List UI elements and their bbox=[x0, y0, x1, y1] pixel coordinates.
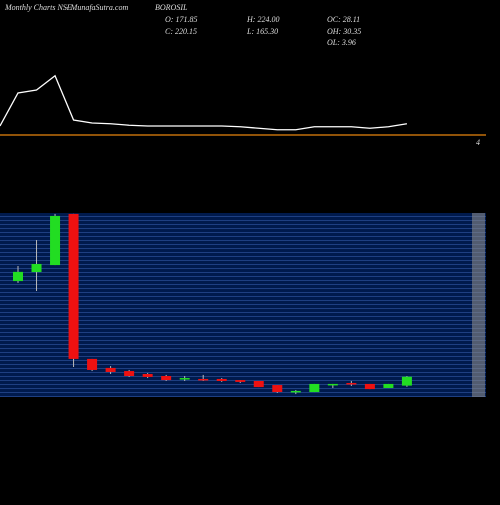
candle-body bbox=[198, 378, 209, 381]
site-label: Monthly Charts NSE bbox=[4, 3, 72, 12]
candle-body bbox=[13, 271, 23, 282]
stat: O: 171.85 bbox=[165, 15, 197, 24]
stat: L: 165.30 bbox=[246, 27, 278, 36]
candle-body bbox=[364, 383, 375, 390]
candle-body bbox=[179, 378, 190, 380]
stat: H: 224.00 bbox=[246, 15, 279, 24]
candle-body bbox=[142, 374, 153, 377]
candle-body bbox=[50, 215, 61, 266]
candle-body bbox=[105, 367, 116, 372]
stat: OH: 30.35 bbox=[327, 27, 361, 36]
candle-body bbox=[216, 378, 227, 381]
candle-body bbox=[309, 383, 320, 393]
candle-body bbox=[235, 380, 246, 382]
stat: OC: 28.11 bbox=[327, 15, 360, 24]
brand-label: - MunafaSutra.com bbox=[66, 3, 128, 12]
candle-body bbox=[124, 371, 135, 377]
candle-body bbox=[327, 383, 338, 386]
candle-body bbox=[31, 263, 42, 273]
candle-body bbox=[383, 383, 394, 388]
candle-body bbox=[253, 380, 264, 388]
candle-body bbox=[346, 383, 357, 385]
candle-body bbox=[161, 376, 172, 381]
candle-body bbox=[401, 376, 412, 386]
baseline-label: 4 bbox=[476, 138, 480, 147]
candle-body bbox=[290, 390, 301, 393]
candle-body bbox=[68, 213, 79, 359]
candle-panel bbox=[0, 213, 486, 397]
symbol-label: BOROSIL bbox=[155, 3, 188, 12]
price-axis-strip bbox=[472, 213, 485, 397]
candle-body bbox=[87, 358, 98, 370]
indicator-line bbox=[0, 74, 408, 131]
candle-body bbox=[272, 385, 283, 393]
stat: C: 220.15 bbox=[165, 27, 197, 36]
stat: OL: 3.96 bbox=[327, 38, 356, 47]
